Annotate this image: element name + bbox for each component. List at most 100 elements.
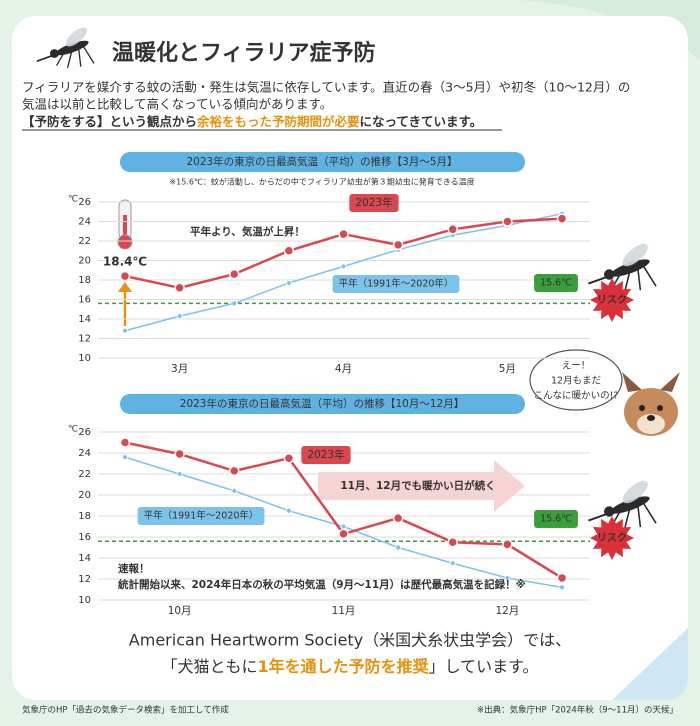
threshold-tag: 15.6℃ <box>534 274 578 292</box>
annotation: 平年より、気温が上昇！ <box>190 225 305 238</box>
risk-label: リスク <box>597 532 627 544</box>
footer-right: ※出典：気象庁HP「2024年秋（9～11月）の天候」 <box>477 705 678 716</box>
risk-burst <box>590 278 634 322</box>
y-tick-label: 10 <box>78 353 91 364</box>
data-point <box>447 537 458 548</box>
y-tick-label: 22 <box>78 236 91 247</box>
y-tick-label: 16 <box>78 295 91 306</box>
y-tick-label: 14 <box>78 553 91 564</box>
data-point <box>119 437 131 448</box>
data-point <box>447 224 458 235</box>
chart-title-bar <box>120 152 525 172</box>
y-tick-label: 22 <box>78 469 91 480</box>
footer-left: 気象庁のHP「過去の気象データ検索」を加工して作成 <box>22 705 229 716</box>
annotation: 11月、12月でも暖かい日が続く <box>340 479 495 492</box>
risk-label: リスク <box>597 294 627 306</box>
data-point <box>174 282 185 294</box>
x-tick-label: 10月 <box>168 605 192 617</box>
intro-line: フィラリアを媒介する蚊の活動・発生は気温に依存しています。直近の春（3～5月）や… <box>22 80 630 95</box>
chart-subtitle: ※15.6℃：蚊が活動し、からだの中でフィラリア幼虫が第３期幼虫に発育できる温度 <box>169 177 474 187</box>
data-point <box>229 465 240 477</box>
data-point <box>231 487 238 494</box>
x-tick-label: 12月 <box>495 605 519 617</box>
series-tag-label: 平年（1991年～2020年） <box>144 510 259 522</box>
data-point <box>283 453 295 464</box>
data-point <box>285 507 292 514</box>
threshold-tag-box <box>534 274 578 292</box>
y-tick-label: 24 <box>78 217 91 228</box>
data-point <box>502 216 513 227</box>
bubble-text: えー！ <box>562 361 591 372</box>
chart-title-bar <box>120 394 525 414</box>
corner-deco <box>612 628 688 700</box>
series-tag-box <box>301 446 351 464</box>
threshold-tag-label: 15.6℃ <box>540 278 572 289</box>
data-point <box>231 300 238 307</box>
data-point <box>229 268 240 280</box>
y-tick-label: 14 <box>78 314 91 325</box>
emphasis-text: になってきています。 <box>360 114 483 129</box>
data-point <box>119 270 131 282</box>
emphasis-text: 【予防をする】という観点から <box>22 114 197 129</box>
y-unit: ℃ <box>68 425 78 435</box>
data-point <box>176 471 183 477</box>
data-point <box>338 528 349 540</box>
y-tick-label: 18 <box>78 511 91 522</box>
conclusion-text: 」しています。 <box>429 657 539 676</box>
y-tick-label: 20 <box>78 256 91 267</box>
conclusion-highlight: 1年を通した予防を推奨 <box>257 657 429 676</box>
data-point <box>340 263 347 270</box>
data-point <box>176 313 183 319</box>
intro-line: 気温は以前と比較して高くなっている傾向があります。 <box>22 97 332 112</box>
trend-arrow <box>318 460 525 512</box>
y-tick-label: 26 <box>78 197 91 208</box>
emphasis-highlight: 余裕をもった予防期間が必要 <box>196 114 360 129</box>
bubble-text: 12月もまだ <box>551 376 602 387</box>
x-tick-label: 4月 <box>335 363 352 375</box>
data-point <box>338 228 349 240</box>
value-label: 18.4℃ <box>103 255 147 269</box>
x-tick-label: 11月 <box>332 605 356 617</box>
series-tag-box <box>349 194 399 212</box>
y-tick-label: 18 <box>78 275 91 286</box>
y-unit: ℃ <box>68 195 78 205</box>
up-arrow <box>118 282 132 326</box>
series-tag-label: 平年（1991年～2020年） <box>339 278 454 290</box>
y-tick-label: 20 <box>78 490 91 501</box>
risk-burst <box>590 516 634 560</box>
series-tag: 2023年 <box>349 194 399 212</box>
data-point <box>504 575 511 581</box>
dog-icon <box>622 372 680 436</box>
y-tick-label: 26 <box>78 427 91 438</box>
y-tick-label: 16 <box>78 532 91 543</box>
speech-bubble <box>529 349 623 411</box>
data-point <box>122 327 128 334</box>
data-point <box>559 584 565 591</box>
emphasis: 【予防をする】という観点から余裕をもった予防期間が必要になってきています。 <box>22 114 482 129</box>
data-point <box>340 523 347 530</box>
series-tag: 2023年 <box>301 446 351 464</box>
data-point <box>392 512 404 524</box>
bg-shape <box>520 0 700 60</box>
data-point <box>502 539 513 550</box>
y-tick-label: 24 <box>78 448 91 459</box>
y-tick-label: 10 <box>78 595 91 606</box>
chart-title: 2023年の東京の日最高気温（平均）の推移【10月～12月】 <box>180 397 464 410</box>
conclusion-line: American Heartworm Society（米国犬糸状虫学会）では、 <box>129 631 571 650</box>
chart-title: 2023年の東京の日最高気温（平均）の推移【3月～5月】 <box>186 155 457 168</box>
thermometer-icon <box>117 199 133 250</box>
y-tick-label: 12 <box>78 574 91 585</box>
page-title: 温暖化とフィラリア症予防 <box>112 40 376 66</box>
series-tag-box <box>332 275 460 293</box>
annotation: 統計開始以来、2024年日本の秋の平均気温（9月～11月）は歴代最高気温を記録！… <box>118 578 526 591</box>
annotation: 速報！ <box>118 562 150 575</box>
conclusion-line: 「犬猫ともに1年を通した予防を推奨」しています。 <box>161 657 538 676</box>
data-point <box>285 280 292 286</box>
data-point <box>556 213 568 224</box>
data-point <box>395 544 402 551</box>
threshold-tag-box <box>534 510 578 528</box>
series-tag: 平年（1991年～2020年） <box>137 507 265 525</box>
x-tick-label: 5月 <box>499 363 516 375</box>
conclusion-text: 「犬猫ともに <box>161 657 257 676</box>
series-tag-label: 2023年 <box>355 196 392 209</box>
